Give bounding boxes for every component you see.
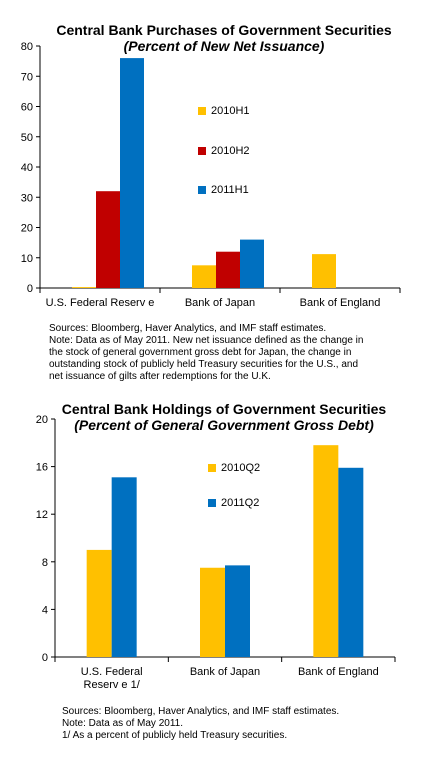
bar-2011q2	[338, 467, 364, 657]
bar-2011h1	[240, 239, 264, 288]
legend-swatch	[198, 186, 206, 194]
y-tick-label: 70	[21, 71, 33, 83]
legend-label: 2010H1	[211, 105, 250, 117]
legend-label: 2011Q2	[221, 497, 260, 509]
bar-2010h1	[312, 254, 336, 288]
category-label: Bank of Japan	[190, 666, 260, 678]
note-line: Note: Data as of May 2011.	[62, 718, 183, 729]
y-tick-label: 0	[27, 283, 33, 295]
y-tick-label: 4	[42, 604, 48, 616]
note-line: the stock of general government gross de…	[49, 347, 352, 358]
legend-item-2011q2: 2011Q2	[208, 497, 259, 509]
y-tick-label: 0	[42, 652, 48, 664]
y-tick-label: 16	[36, 462, 48, 474]
note-line: net issuance of gilts after redemptions …	[49, 371, 271, 382]
y-tick-label: 20	[36, 414, 48, 426]
legend-label: 2011H1	[211, 184, 249, 196]
legend-item-2011h1: 2011H1	[198, 184, 249, 196]
note-line: 1/ As a percent of publicly held Treasur…	[62, 730, 288, 741]
purchases-plot: 0 10 20 30 40 50 60 70 80 U.S. Federal Reserv e Ba…	[21, 41, 401, 309]
y-tick-label: 10	[21, 253, 33, 265]
purchases-chart: Central Bank Purchases of Government Sec…	[21, 22, 401, 383]
note-line: Sources: Bloomberg, Haver Analytics, and…	[49, 323, 327, 334]
legend-item-2010q2: 2010Q2	[208, 462, 260, 474]
legend-swatch	[198, 107, 206, 115]
y-tick-label: 80	[21, 41, 33, 53]
y-tick-label: 50	[21, 132, 33, 144]
legend-swatch	[198, 147, 206, 155]
y-tick-label: 30	[21, 192, 33, 204]
bar-2010h1	[72, 287, 96, 288]
bar-2011q2	[111, 477, 137, 657]
note-line: outstanding stock of publicly held Treas…	[49, 359, 359, 370]
note-line: Sources: Bloomberg, Haver Analytics, and…	[62, 706, 340, 717]
y-tick-label: 20	[21, 223, 33, 235]
legend-swatch	[208, 499, 216, 507]
y-tick-label: 8	[42, 557, 48, 569]
chart-title: Central Bank Purchases of Government Sec…	[56, 22, 392, 38]
legend-label: 2010Q2	[221, 462, 261, 474]
holdings-chart: Central Bank Holdings of Government Secu…	[0, 392, 448, 757]
chart-subtitle: (Percent of New Net Issuance)	[123, 38, 325, 54]
bar-2010q2	[313, 445, 339, 657]
category-label: Bank of Japan	[185, 297, 255, 309]
legend-item-2010h1: 2010H1	[198, 105, 250, 117]
category-label: Bank of England	[300, 297, 381, 309]
bar-2011q2	[225, 565, 250, 657]
chart-subtitle: (Percent of General Government Gross Deb…	[74, 417, 374, 433]
note-line: Note: Data as of May 2011. New net issua…	[49, 335, 364, 346]
legend-label: 2010H2	[211, 145, 250, 157]
legend-swatch	[208, 464, 216, 472]
y-tick-label: 60	[21, 102, 33, 114]
chart-title: Central Bank Holdings of Government Secu…	[61, 401, 387, 417]
category-label: Reserv e 1/	[84, 679, 141, 691]
legend-item-2010h2: 2010H2	[198, 145, 250, 157]
y-tick-label: 12	[36, 509, 48, 521]
category-label: U.S. Federal Reserv e	[46, 297, 155, 309]
chart-notes: Sources: Bloomberg, Haver Analytics, and…	[62, 706, 339, 742]
category-label: Bank of England	[298, 666, 379, 678]
bar-2011h1	[120, 58, 144, 288]
category-label: U.S. Federal	[81, 666, 143, 678]
bar-2010q2	[200, 567, 225, 657]
bar-2010h1	[192, 265, 216, 288]
chart-notes: Sources: Bloomberg, Haver Analytics, and…	[49, 323, 363, 383]
y-tick-label: 40	[21, 162, 33, 174]
bar-2010h2	[96, 191, 120, 288]
bar-2010q2	[86, 549, 112, 657]
bar-2010h2	[216, 251, 240, 288]
